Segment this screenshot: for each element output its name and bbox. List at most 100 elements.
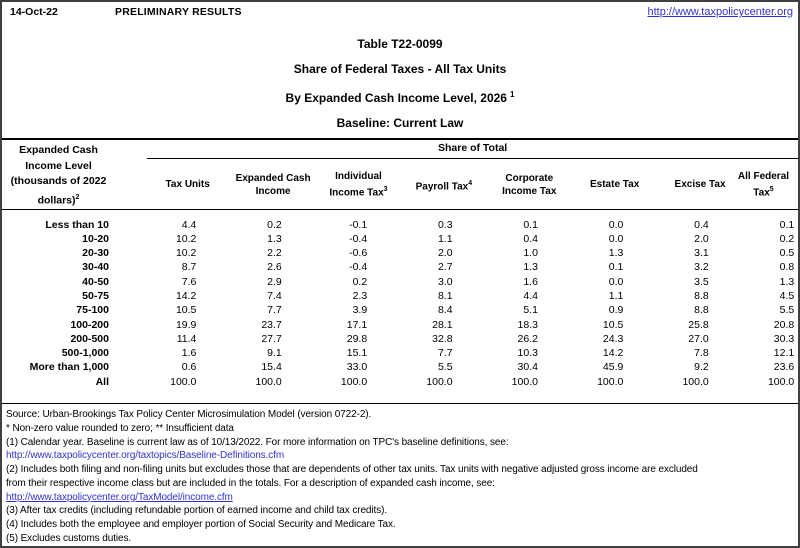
value-cell: 29.8 <box>346 332 368 345</box>
income-level-row-label: 75-100 <box>76 304 109 317</box>
column-header-excise-tax: Excise Tax <box>627 161 726 210</box>
footnote-marker-2: 2 <box>75 193 80 201</box>
top-bar: 14-Oct-22 PRELIMINARY RESULTS http://www… <box>2 6 798 22</box>
value-cell: 23.6 <box>773 361 795 374</box>
value-cell: 0.0 <box>608 218 624 231</box>
value-cell: 1.3 <box>267 232 282 245</box>
value-cell: 14.2 <box>602 347 624 360</box>
value-cell: 3.2 <box>694 261 709 274</box>
value-cell: 2.0 <box>437 247 453 260</box>
value-cell: 12.1 <box>773 347 795 360</box>
value-cell: 0.1 <box>523 218 538 231</box>
value-cell: 5.1 <box>523 304 538 317</box>
value-cell: 2.7 <box>437 261 453 274</box>
value-cell: 1.3 <box>779 275 795 288</box>
value-cell: 30.3 <box>773 332 795 345</box>
value-cell: 2.0 <box>694 232 709 245</box>
value-cell: 8.8 <box>694 304 709 317</box>
footnote-4: (4) Includes both the employee and emplo… <box>6 519 396 531</box>
value-cell: 27.7 <box>261 332 282 345</box>
value-cell: -0.6 <box>349 247 368 260</box>
taxpolicycenter-link[interactable]: http://www.taxpolicycenter.org <box>647 6 793 18</box>
value-cell: 2.6 <box>267 261 282 274</box>
value-cell: 100.0 <box>255 375 282 388</box>
table-row: 100-200 19.9 23.7 17.1 28.1 18.3 10.5 25.8 20.8 <box>2 318 798 332</box>
value-cell: 3.9 <box>352 304 368 317</box>
value-cell: 10.5 <box>602 318 624 331</box>
value-cell: 32.8 <box>432 332 453 345</box>
value-cell: 1.1 <box>437 232 453 245</box>
value-cell: 0.4 <box>694 218 709 231</box>
income-definition-link[interactable]: http://www.taxpolicycenter.org/TaxModel/… <box>6 491 233 503</box>
column-header-row: Tax Units Expanded Cash Income Individual … <box>2 161 798 210</box>
value-cell: 8.7 <box>181 261 197 274</box>
income-level-row-label: 50-75 <box>82 289 109 302</box>
column-header-individual-income-tax: Individual Income Tax3 <box>285 161 388 210</box>
date-stamp: 14-Oct-22 <box>10 6 58 18</box>
value-cell: 0.1 <box>608 261 624 274</box>
value-cell: 7.6 <box>181 275 197 288</box>
footnote-2-line1: (2) Includes both filing and non-filing … <box>6 464 698 476</box>
title-block: Table T22-0099 Share of Federal Taxes - … <box>2 32 798 136</box>
value-cell: 10.2 <box>175 247 197 260</box>
income-level-row-label: All <box>95 375 109 388</box>
value-cell: 0.1 <box>779 218 795 231</box>
value-cell: 4.4 <box>523 289 538 302</box>
income-level-row-label: 10-20 <box>82 232 109 245</box>
value-cell: 0.9 <box>608 304 624 317</box>
value-cell: 100.0 <box>426 375 453 388</box>
footnote-marker-4: 4 <box>468 179 473 187</box>
income-level-row-label: 20-30 <box>82 247 109 260</box>
value-cell: 9.1 <box>267 347 282 360</box>
value-cell: 7.7 <box>437 347 453 360</box>
column-header-tax-units: Tax Units <box>115 161 210 210</box>
income-level-column-header: Expanded Cash Income Level (thousands of… <box>2 140 115 210</box>
value-cell: 100.0 <box>170 375 197 388</box>
footnotes-block: Source: Urban-Brookings Tax Policy Cente… <box>2 404 798 546</box>
value-cell: 5.5 <box>437 361 453 374</box>
column-header-expanded-cash-income: Expanded Cash Income <box>200 161 311 210</box>
income-level-row-label: 40-50 <box>82 275 109 288</box>
value-cell: 3.5 <box>694 275 709 288</box>
footnote-1: (1) Calendar year. Baseline is current l… <box>6 436 509 448</box>
footnote-marker-1: 1 <box>509 90 515 99</box>
value-cell: 17.1 <box>346 318 368 331</box>
value-cell: 20.8 <box>773 318 795 331</box>
footnote-5: (5) Excludes customs duties. <box>6 532 132 544</box>
value-cell: 3.0 <box>437 275 453 288</box>
income-level-row-label: Less than 10 <box>45 218 109 231</box>
value-cell: 8.8 <box>694 289 709 302</box>
value-cell: 1.1 <box>608 289 624 302</box>
column-header-corporate-income-tax: Corporate Income Tax <box>456 161 556 210</box>
value-cell: 15.4 <box>261 361 282 374</box>
footnote-2-line2: from their respective income class but a… <box>6 477 495 489</box>
value-cell: 5.5 <box>779 304 795 317</box>
value-cell: 28.1 <box>432 318 453 331</box>
value-cell: 2.2 <box>267 247 282 260</box>
income-level-row-label: 500-1,000 <box>61 347 109 360</box>
value-cell: 10.3 <box>517 347 538 360</box>
value-cell: 14.2 <box>175 289 197 302</box>
value-cell: 1.3 <box>523 261 538 274</box>
value-cell: 3.1 <box>694 247 709 260</box>
value-cell: 100.0 <box>767 375 795 388</box>
value-cell: 4.5 <box>779 289 795 302</box>
value-cell: 8.4 <box>437 304 453 317</box>
table-row: 40-50 7.6 2.9 0.2 3.0 1.6 0.0 3.5 1.3 <box>2 275 798 289</box>
value-cell: 1.3 <box>608 247 624 260</box>
value-cell: 0.4 <box>523 232 538 245</box>
income-level-row-label: More than 1,000 <box>29 361 109 374</box>
value-cell: -0.4 <box>349 261 368 274</box>
table-row: 200-500 11.4 27.7 29.8 32.8 26.2 24.3 27.0 30.3 <box>2 332 798 346</box>
value-cell: 2.3 <box>352 289 368 302</box>
table-wrap: Expanded Cash Income Level (thousands of… <box>2 138 798 405</box>
value-cell: 8.1 <box>437 289 453 302</box>
value-cell: 0.6 <box>181 361 197 374</box>
value-cell: 26.2 <box>517 332 538 345</box>
span-header-row: Expanded Cash Income Level (thousands of… <box>2 140 798 210</box>
income-level-row-label: 200-500 <box>70 332 109 345</box>
value-cell: 19.9 <box>175 318 197 331</box>
baseline-definitions-link[interactable]: http://www.taxpolicycenter.org/taxtopics… <box>6 450 285 462</box>
table-row: More than 1,000 0.6 15.4 33.0 5.5 30.4 45.9 9.2… <box>2 360 798 374</box>
